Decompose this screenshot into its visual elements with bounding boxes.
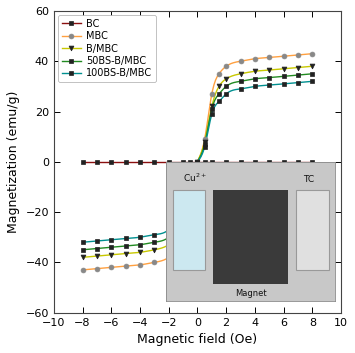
- Legend: BC, MBC, B/MBC, 50BS-B/MBC, 100BS-B/MBC: BC, MBC, B/MBC, 50BS-B/MBC, 100BS-B/MBC: [58, 15, 156, 82]
- Y-axis label: Magnetization (emu/g): Magnetization (emu/g): [7, 91, 20, 233]
- X-axis label: Magnetic field (Oe): Magnetic field (Oe): [137, 333, 257, 346]
